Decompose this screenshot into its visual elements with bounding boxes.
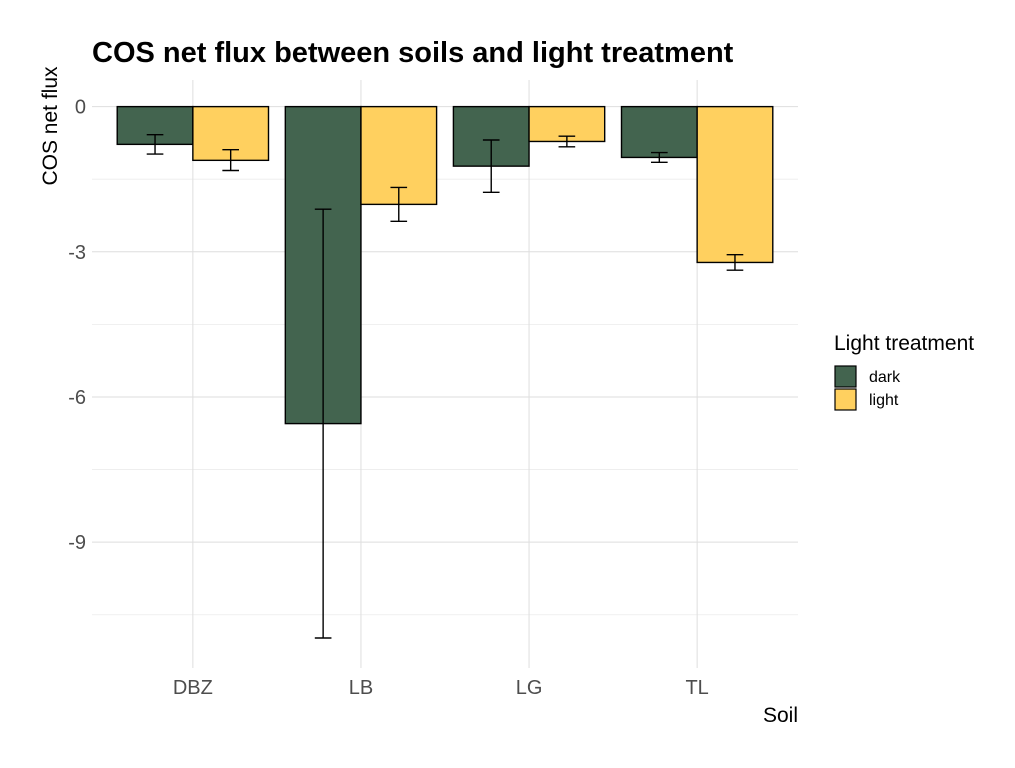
bar-dark-tl — [620, 105, 698, 159]
chart-title: COS net flux between soils and light tre… — [92, 37, 734, 69]
legend: Light treatment dark light — [834, 332, 974, 411]
x-tick-label: DBZ — [173, 677, 213, 699]
legend-swatch-light — [834, 388, 857, 411]
x-axis-label: Soil — [763, 704, 798, 727]
y-axis-label: COS net flux — [39, 66, 62, 186]
legend-swatch-dark — [834, 365, 857, 388]
y-tick-label: -9 — [68, 532, 86, 554]
x-tick-label: LB — [349, 677, 373, 699]
bars — [116, 105, 774, 425]
y-tick-label: -3 — [68, 242, 86, 264]
legend-label-dark: dark — [869, 369, 901, 386]
bar-light-tl — [696, 105, 774, 264]
y-tick-label: -6 — [68, 387, 86, 409]
error-bars — [146, 133, 744, 639]
x-tick-label: LG — [516, 677, 543, 699]
legend-label-light: light — [869, 392, 899, 409]
y-tick-labels: 0 -3 -6 -9 — [68, 97, 86, 555]
x-tick-labels: DBZ LB LG TL — [173, 677, 709, 699]
legend-title: Light treatment — [834, 332, 974, 355]
x-tick-label: TL — [685, 677, 708, 699]
y-tick-label: 0 — [75, 97, 86, 119]
grid — [92, 80, 798, 668]
